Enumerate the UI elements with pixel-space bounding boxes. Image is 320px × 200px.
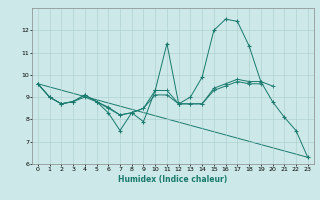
X-axis label: Humidex (Indice chaleur): Humidex (Indice chaleur) xyxy=(118,175,228,184)
